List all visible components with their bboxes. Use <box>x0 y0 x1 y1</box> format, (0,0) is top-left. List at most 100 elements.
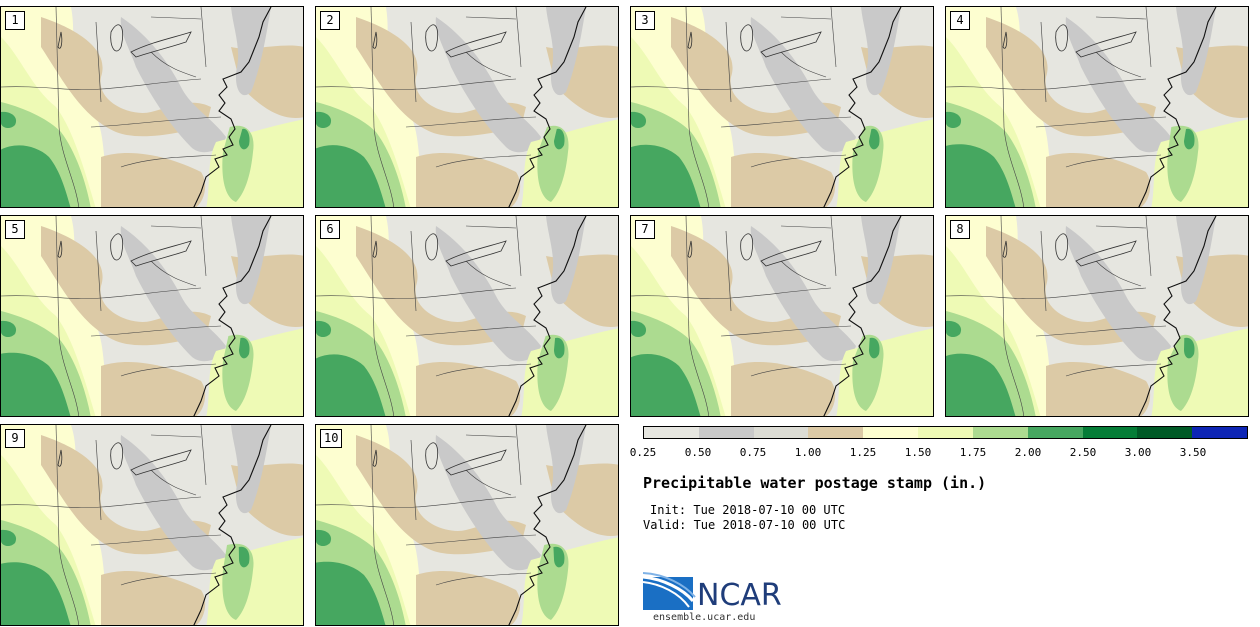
pw-field-region <box>356 435 526 555</box>
ensemble-member-stamp[interactable]: 6 <box>315 215 619 417</box>
pw-field-region <box>946 353 1016 416</box>
member-number-label: 7 <box>635 220 655 239</box>
member-number-label: 9 <box>5 429 25 448</box>
state-boundary <box>410 21 417 103</box>
pw-field-region <box>986 226 1156 346</box>
state-boundary <box>685 7 690 128</box>
lake-outline <box>425 233 439 261</box>
lake-outline <box>57 31 63 49</box>
pw-field-region <box>1 111 17 129</box>
precipitable-water-map <box>1 425 303 625</box>
state-boundary <box>95 439 102 521</box>
ensemble-member-stamp[interactable]: 4 <box>945 6 1249 208</box>
state-boundary <box>750 154 847 168</box>
lake-outline <box>740 233 754 261</box>
state-boundary <box>780 260 827 287</box>
init-time: Init: Tue 2018-07-10 00 UTC <box>650 503 846 517</box>
coastline <box>193 425 272 625</box>
pw-field-region <box>316 111 332 129</box>
pw-field-region <box>1 145 71 207</box>
state-boundary <box>515 216 522 277</box>
pw-field-region <box>554 337 565 359</box>
coastline <box>508 216 587 416</box>
ensemble-member-stamp[interactable]: 3 <box>630 6 934 208</box>
ensemble-member-stamp[interactable]: 5 <box>0 215 304 417</box>
pw-field-region <box>238 546 250 568</box>
precipitable-water-map <box>946 7 1248 207</box>
ensemble-member-stamp[interactable]: 8 <box>945 215 1249 417</box>
pw-field-region <box>671 226 841 346</box>
lake-outline <box>445 240 507 267</box>
colorbar-tick-label: 3.50 <box>1179 446 1207 459</box>
lake-outline <box>445 31 507 58</box>
state-boundary <box>725 230 732 312</box>
coastline <box>1138 216 1217 416</box>
state-boundary <box>1045 78 1147 90</box>
state-boundary <box>373 126 394 207</box>
member-number-label: 8 <box>950 220 970 239</box>
pw-field-region <box>1 320 17 338</box>
state-boundary <box>435 572 532 586</box>
state-boundary <box>1045 287 1147 299</box>
precipitable-water-map <box>631 216 933 416</box>
state-boundary <box>780 225 832 229</box>
pw-field-region <box>416 361 521 416</box>
state-boundary <box>1095 225 1147 229</box>
pw-field-region <box>553 546 565 568</box>
state-boundary <box>435 154 532 168</box>
lake-outline <box>760 240 822 267</box>
state-boundary <box>120 363 217 377</box>
state-boundary <box>55 216 60 337</box>
state-boundary <box>150 469 197 496</box>
member-number-label: 2 <box>320 11 340 30</box>
pw-field-region <box>731 361 836 416</box>
lake-outline <box>687 240 693 258</box>
state-boundary <box>946 86 1047 91</box>
state-boundary <box>465 469 512 496</box>
state-boundary <box>90 116 222 128</box>
ensemble-member-stamp[interactable]: 1 <box>0 6 304 208</box>
precipitable-water-map <box>946 216 1248 416</box>
lake-outline <box>760 31 822 58</box>
state-boundary <box>465 16 517 20</box>
state-boundary <box>515 7 522 68</box>
pw-field-region <box>631 354 701 416</box>
pw-field-region <box>316 529 332 547</box>
colorbar-segment <box>698 427 754 438</box>
ensemble-member-stamp[interactable]: 7 <box>630 215 934 417</box>
precipitable-water-map <box>316 425 618 625</box>
pw-field-region <box>986 17 1156 137</box>
pw-field-region <box>1 562 71 625</box>
state-boundary <box>465 434 517 438</box>
state-boundary <box>120 154 217 168</box>
state-boundary <box>55 7 60 128</box>
state-boundary <box>90 534 222 546</box>
state-boundary <box>725 21 732 103</box>
state-boundary <box>200 216 207 277</box>
member-number-label: 3 <box>635 11 655 30</box>
pw-field-region <box>1046 152 1151 207</box>
state-boundary <box>95 230 102 312</box>
colorbar-tick-label: 1.00 <box>794 446 822 459</box>
coastline <box>508 425 587 625</box>
coastline <box>508 7 587 207</box>
lake-outline <box>372 449 378 467</box>
ensemble-member-stamp[interactable]: 10 <box>315 424 619 626</box>
precipitable-water-map <box>1 7 303 207</box>
pw-field-region <box>1 352 71 416</box>
pw-field-region <box>1 529 17 547</box>
state-boundary <box>90 325 222 337</box>
pw-field-region <box>731 152 836 207</box>
pw-field-region <box>101 361 206 416</box>
lake-outline <box>372 31 378 49</box>
pw-field-region <box>554 128 565 150</box>
colorbar-tick-label: 1.25 <box>849 446 877 459</box>
state-boundary <box>316 295 417 300</box>
state-boundary <box>405 534 537 546</box>
state-boundary <box>370 425 375 546</box>
state-boundary <box>685 216 690 337</box>
ensemble-member-stamp[interactable]: 2 <box>315 6 619 208</box>
state-boundary <box>1000 7 1005 128</box>
ensemble-member-stamp[interactable]: 9 <box>0 424 304 626</box>
colorbar-segment <box>1137 427 1193 438</box>
